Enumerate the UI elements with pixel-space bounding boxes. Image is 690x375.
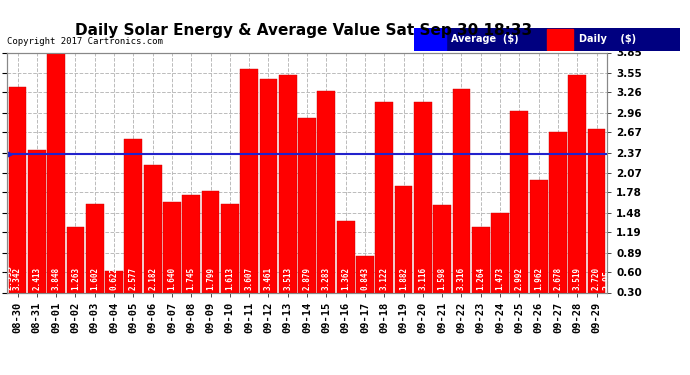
Bar (375, 102, 393, 292)
Bar (569, 75, 586, 292)
Text: 1.602: 1.602 (90, 267, 99, 290)
Text: 1.799: 1.799 (206, 267, 215, 290)
FancyBboxPatch shape (414, 28, 542, 51)
Text: Average  ($): Average ($) (451, 34, 519, 44)
Bar (317, 91, 335, 292)
Bar (530, 180, 548, 292)
Bar (549, 132, 567, 292)
Bar (182, 195, 200, 292)
Bar (240, 69, 258, 292)
Bar (124, 138, 142, 292)
Text: 2.95: 2.95 (602, 270, 611, 290)
Text: 3.607: 3.607 (245, 267, 254, 290)
Text: 1.962: 1.962 (534, 267, 543, 290)
Bar (511, 111, 529, 292)
Bar (259, 79, 277, 292)
Bar (298, 118, 316, 292)
FancyBboxPatch shape (414, 28, 446, 51)
Text: 2.678: 2.678 (553, 267, 562, 290)
Bar (491, 213, 509, 292)
Bar (144, 165, 161, 292)
Text: 1.613: 1.613 (226, 267, 235, 290)
FancyBboxPatch shape (547, 29, 573, 50)
Text: 0.843: 0.843 (360, 267, 369, 290)
Bar (86, 204, 104, 292)
Text: 3.342: 3.342 (13, 267, 22, 290)
Text: 2.182: 2.182 (148, 267, 157, 290)
Bar (28, 150, 46, 292)
Text: 1.745: 1.745 (187, 267, 196, 290)
Bar (472, 227, 490, 292)
Text: 2.992: 2.992 (515, 267, 524, 290)
Bar (453, 88, 471, 292)
Bar (414, 102, 432, 292)
Text: Copyright 2017 Cartronics.com: Copyright 2017 Cartronics.com (7, 38, 163, 46)
Text: 2.879: 2.879 (302, 267, 312, 290)
Text: 1.362: 1.362 (341, 267, 350, 290)
Text: 3.461: 3.461 (264, 267, 273, 290)
Bar (201, 191, 219, 292)
Text: 1.640: 1.640 (168, 267, 177, 290)
Text: 2.720: 2.720 (592, 267, 601, 290)
Bar (433, 205, 451, 292)
Bar (66, 227, 84, 292)
FancyBboxPatch shape (542, 28, 680, 51)
Bar (105, 271, 123, 292)
Text: 3.283: 3.283 (322, 267, 331, 290)
Bar (356, 256, 374, 292)
Text: 3.848: 3.848 (52, 267, 61, 290)
Text: 3.519: 3.519 (573, 267, 582, 290)
Text: 2.577: 2.577 (129, 267, 138, 290)
Bar (395, 186, 413, 292)
Text: 1.598: 1.598 (437, 267, 446, 290)
Text: 3.513: 3.513 (284, 267, 293, 290)
Text: 0.622: 0.622 (110, 267, 119, 290)
Text: 1.264: 1.264 (476, 267, 485, 290)
Text: 3.316: 3.316 (457, 267, 466, 290)
Text: 1.882: 1.882 (399, 267, 408, 290)
Bar (9, 87, 26, 292)
Bar (588, 129, 605, 292)
Text: Daily Solar Energy & Average Value Sat Sep 30 18:33: Daily Solar Energy & Average Value Sat S… (75, 22, 532, 38)
Bar (337, 221, 355, 292)
Text: Daily    ($): Daily ($) (579, 34, 635, 44)
Text: 2.413: 2.413 (32, 267, 41, 290)
Text: 3.116: 3.116 (418, 267, 427, 290)
Bar (47, 53, 65, 292)
Bar (221, 204, 239, 292)
Text: 3.122: 3.122 (380, 267, 388, 290)
Text: 2.355: 2.355 (5, 265, 14, 290)
Bar (279, 75, 297, 292)
Text: 1.263: 1.263 (71, 267, 80, 290)
Bar (163, 202, 181, 292)
Text: 1.473: 1.473 (495, 267, 504, 290)
